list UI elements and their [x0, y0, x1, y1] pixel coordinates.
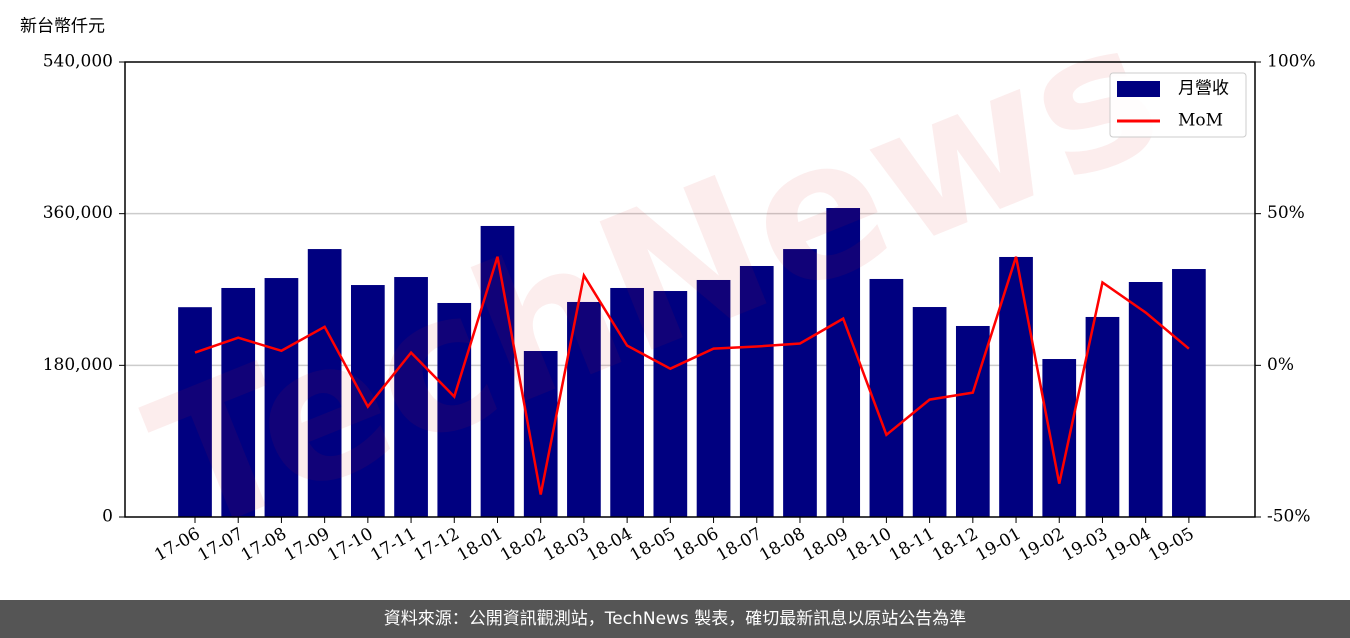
x-tick-label: 17-12: [411, 524, 463, 566]
bar: [826, 208, 861, 517]
x-tick-label: 18-12: [929, 524, 981, 566]
plot-frame: [124, 61, 1256, 518]
x-tick-label: 18-10: [843, 524, 895, 566]
footer: 資料來源：公開資訊觀測站，TechNews 製表，確切最新訊息以原站公告為準: [0, 600, 1350, 638]
y-axis-label: 新台幣仟元: [20, 17, 105, 37]
x-tick-label: 19-03: [1059, 524, 1111, 566]
bar: [307, 249, 342, 518]
bar: [783, 249, 817, 518]
x-tick-label: 19-02: [1016, 524, 1068, 566]
bar: [1128, 282, 1163, 517]
y-tick-label: 0: [102, 507, 113, 527]
bar: [437, 302, 472, 517]
x-tick-label: 17-10: [324, 524, 376, 566]
y-tick-label: 180,000: [43, 355, 113, 375]
bar: [394, 277, 428, 517]
bar: [869, 278, 904, 517]
x-tick-label: 19-04: [1102, 524, 1154, 566]
x-tick-label: 19-01: [972, 524, 1024, 566]
bar: [739, 265, 774, 517]
line: [194, 256, 1190, 495]
bar: [696, 279, 731, 517]
x-tick-label: 18-08: [756, 524, 808, 566]
y-tick-label: 360,000: [43, 203, 113, 223]
chart: 新台幣仟元 0 180,000 360,000 540,000 -50% 0% 50% 100…: [20, 0, 1316, 578]
bar: [264, 278, 299, 517]
bar: [221, 287, 256, 517]
x-tick-label: 18-05: [627, 524, 679, 566]
y2-tick-label: 0%: [1267, 355, 1294, 375]
x-tick-label: 18-11: [886, 524, 938, 566]
bar: [480, 225, 515, 518]
y2-tick-label: 50%: [1267, 203, 1305, 223]
bar: [1172, 269, 1206, 517]
y2-tick-label: 100%: [1267, 52, 1316, 72]
legend-label: MoM: [1178, 111, 1223, 131]
bar: [178, 307, 212, 517]
y2-tick-label: -50%: [1267, 507, 1311, 527]
bar: [999, 256, 1033, 517]
legend-swatch: [1117, 81, 1160, 97]
bar: [653, 291, 688, 517]
x-tick-label: 18-09: [799, 524, 851, 566]
y-tick-label: 540,000: [43, 52, 113, 72]
legend-label: 月營收: [1178, 79, 1229, 99]
bar: [912, 307, 947, 517]
bar: [351, 285, 385, 517]
x-tick-label: 18-07: [713, 524, 765, 566]
x-tick-label: 18-01: [454, 524, 506, 566]
bar: [1042, 359, 1077, 517]
bar: [1085, 316, 1120, 517]
x-tick-label: 18-02: [497, 524, 549, 566]
x-tick-label: 19-05: [1145, 524, 1197, 566]
x-tick-label: 18-04: [583, 524, 635, 566]
x-tick-label: 18-06: [670, 524, 722, 566]
x-tick-label: 17-11: [367, 524, 419, 566]
x-tick-label: 18-03: [540, 524, 592, 566]
